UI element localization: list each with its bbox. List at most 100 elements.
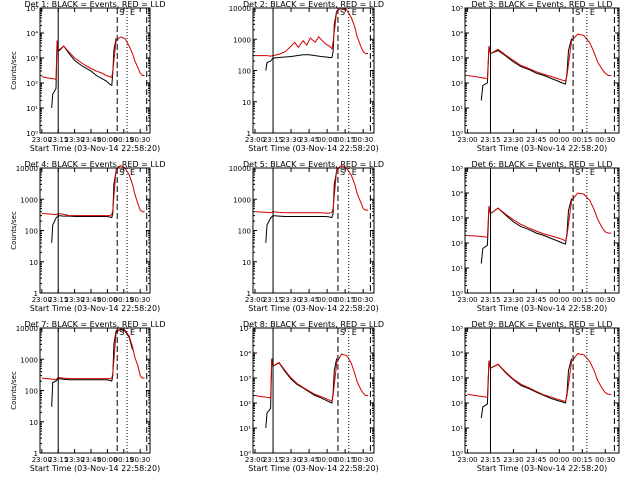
- events-series-line: [480, 198, 573, 264]
- y-tick-label: 10⁰: [451, 290, 463, 298]
- y-tick-label: 10⁰: [451, 450, 463, 458]
- y-axis-label: Counts/sec: [10, 371, 18, 410]
- x-tick-label: 23:15: [480, 136, 500, 144]
- chart-title: Det 9: BLACK = Events, RED = LLD: [472, 320, 613, 329]
- x-tick-label: 23:15: [480, 456, 500, 464]
- y-tick-label: 10: [242, 99, 251, 107]
- events-series-line: [265, 358, 338, 429]
- x-axis-label: Start Time (03-Nov-14 22:58:20): [248, 144, 378, 153]
- chart-title: Det 5: BLACK = Events, RED = LLD: [243, 160, 384, 169]
- x-tick-label: 00:00: [549, 456, 569, 464]
- plot-frame: [39, 7, 151, 134]
- x-tick-label: 23:45: [526, 136, 546, 144]
- annotation-label: E: [590, 168, 595, 177]
- y-tick-label: 10²: [239, 400, 251, 408]
- x-tick-label: 23:45: [81, 296, 101, 304]
- annotation-label: S: [575, 328, 580, 337]
- y-tick-label: 100: [25, 388, 38, 396]
- x-tick-label: 23:15: [48, 296, 68, 304]
- x-axis-label: Start Time (03-Nov-14 22:58:20): [477, 144, 607, 153]
- x-tick-label: 23:00: [32, 136, 52, 144]
- lld-series-line: [255, 7, 368, 57]
- y-tick-label: 100: [25, 228, 38, 236]
- events-series-line: [265, 10, 338, 71]
- y-tick-label: 1: [34, 450, 38, 458]
- annotation-label: E: [130, 168, 135, 177]
- x-tick-label: 00:15: [335, 296, 355, 304]
- x-tick-label: 23:45: [299, 456, 319, 464]
- y-tick-label: 10000: [229, 165, 251, 173]
- y-tick-label: 10⁵: [239, 325, 251, 333]
- y-tick-label: 1000: [233, 196, 251, 204]
- x-axis-label: Start Time (03-Nov-14 22:58:20): [248, 464, 378, 473]
- x-tick-label: 23:45: [526, 456, 546, 464]
- x-tick-label: 00:00: [549, 296, 569, 304]
- y-tick-label: 1: [34, 290, 38, 298]
- plot-frame: [464, 327, 620, 454]
- plot-frame: [252, 7, 375, 134]
- x-tick-label: 00:15: [335, 136, 355, 144]
- y-tick-label: 10⁴: [239, 350, 251, 358]
- lld-series-line: [41, 36, 145, 80]
- y-tick-label: 10000: [16, 325, 38, 333]
- y-tick-label: 1: [247, 290, 251, 298]
- x-tick-label: 00:00: [97, 136, 117, 144]
- x-tick-label: 00:15: [114, 136, 134, 144]
- x-tick-label: 23:45: [526, 296, 546, 304]
- y-tick-label: 10³: [451, 375, 463, 383]
- plot-frame: [39, 327, 151, 454]
- annotation-label: S: [119, 328, 124, 337]
- x-tick-label: 23:00: [32, 296, 52, 304]
- chart-title: Det 7: BLACK = Events, RED = LLD: [25, 320, 166, 329]
- x-tick-label: 23:30: [503, 456, 523, 464]
- x-tick-label: 00:30: [130, 456, 150, 464]
- x-tick-label: 23:00: [457, 296, 477, 304]
- y-tick-label: 10²: [451, 240, 463, 248]
- annotation-label: S: [340, 8, 345, 17]
- x-axis-label: Start Time (03-Nov-14 22:58:20): [477, 304, 607, 313]
- y-tick-label: 10¹: [239, 425, 251, 433]
- annotation-label: E: [352, 328, 357, 337]
- y-tick-label: 10000: [16, 165, 38, 173]
- x-tick-label: 00:30: [595, 296, 615, 304]
- chart-title: Det 3: BLACK = Events, RED = LLD: [472, 0, 613, 9]
- y-tick-label: 1000: [20, 196, 38, 204]
- x-tick-label: 23:30: [281, 296, 301, 304]
- x-tick-label: 23:00: [245, 456, 265, 464]
- x-tick-label: 00:15: [114, 456, 134, 464]
- x-tick-label: 00:00: [97, 296, 117, 304]
- x-tick-label: 23:00: [245, 296, 265, 304]
- y-axis-label: Counts/sec: [10, 51, 18, 90]
- y-tick-label: 1000: [20, 356, 38, 364]
- y-tick-label: 10¹: [451, 105, 463, 113]
- x-axis-label: Start Time (03-Nov-14 22:58:20): [30, 304, 160, 313]
- y-tick-label: 10⁴: [451, 190, 463, 198]
- lld-series-line: [467, 353, 612, 403]
- events-series-line: [51, 38, 117, 109]
- y-tick-label: 1: [247, 130, 251, 138]
- y-tick-label: 10⁰: [239, 450, 251, 458]
- x-tick-label: 23:45: [299, 136, 319, 144]
- events-series-line: [51, 170, 117, 243]
- events-series-line: [480, 358, 573, 419]
- lld-series-line: [254, 164, 368, 214]
- x-tick-label: 00:30: [353, 456, 373, 464]
- x-tick-label: 23:45: [81, 456, 101, 464]
- lld-series-line: [41, 164, 145, 217]
- x-tick-label: 23:30: [65, 456, 85, 464]
- annotation-label: S: [119, 8, 124, 17]
- annotation-label: S: [340, 168, 345, 177]
- x-axis-label: Start Time (03-Nov-14 22:58:20): [30, 144, 160, 153]
- plot-frame: [464, 7, 620, 134]
- x-tick-label: 23:15: [48, 456, 68, 464]
- lld-series-line: [254, 353, 368, 402]
- x-tick-label: 23:00: [32, 456, 52, 464]
- annotation-label: S: [119, 168, 124, 177]
